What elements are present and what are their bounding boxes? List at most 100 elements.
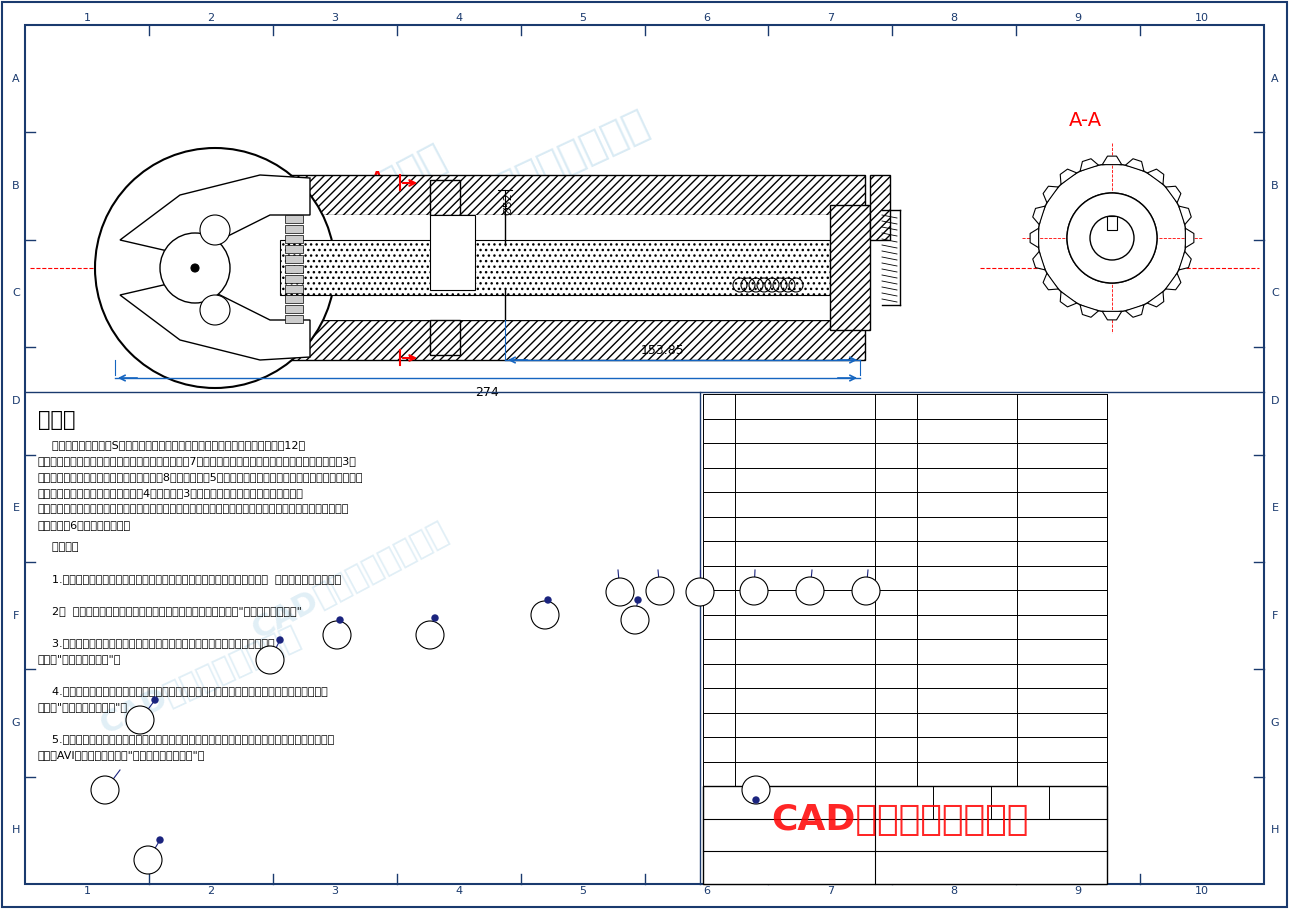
Bar (703, 443, 1107, 467)
Text: ZG35: ZG35 (920, 695, 949, 705)
Bar (703, 541, 1107, 565)
Text: 页码: 页码 (1013, 797, 1026, 807)
Text: 1/1: 1/1 (1069, 797, 1087, 807)
Text: B: B (1271, 181, 1279, 191)
Text: H: H (1271, 825, 1279, 835)
Circle shape (277, 637, 284, 643)
Circle shape (1090, 216, 1134, 260)
Polygon shape (1147, 169, 1164, 185)
Text: 2: 2 (208, 886, 214, 896)
Text: 15: 15 (858, 586, 873, 596)
Text: 1: 1 (892, 450, 900, 460)
Circle shape (1040, 166, 1185, 310)
Text: 13: 13 (748, 586, 761, 596)
Circle shape (200, 215, 229, 245)
Polygon shape (120, 175, 309, 255)
Text: 序号: 序号 (713, 769, 726, 779)
Bar (280, 215, 865, 320)
Text: 3.根据拆装顺序对机械手装配体进行三维爆炸分解，并输出分解动画文件，: 3.根据拆装顺序对机械手装配体进行三维爆炸分解，并输出分解动画文件， (37, 638, 275, 648)
Text: 闭合或张开，抓紧或松开糖纸。滑动齿轮（8）与扭结轴（5）是键连接，滑动齿轮在主动齿轮的带动下旋转，: 闭合或张开，抓紧或松开糖纸。滑动齿轮（8）与扭结轴（5）是键连接，滑动齿轮在主动… (37, 472, 363, 482)
Text: 1: 1 (84, 886, 90, 896)
Text: 2: 2 (892, 720, 900, 730)
Text: F: F (13, 611, 19, 621)
Text: 比例: 比例 (897, 797, 910, 807)
Text: 153.85: 153.85 (641, 344, 684, 356)
Circle shape (152, 697, 159, 703)
Circle shape (432, 615, 438, 621)
Text: 40: 40 (920, 524, 933, 534)
Circle shape (740, 577, 768, 605)
Text: 7: 7 (541, 610, 549, 620)
Text: 1: 1 (102, 785, 108, 795)
Bar (703, 614, 1107, 639)
Bar (703, 565, 1107, 590)
Text: 12.滑轮: 12.滑轮 (739, 474, 767, 484)
Text: 1: 1 (892, 548, 900, 558)
Text: 14: 14 (803, 586, 817, 596)
Circle shape (635, 597, 641, 603)
Text: 8: 8 (951, 886, 958, 896)
Polygon shape (1125, 159, 1143, 171)
Circle shape (95, 148, 335, 388)
Text: E: E (1271, 504, 1279, 514)
Polygon shape (1043, 274, 1058, 290)
Polygon shape (120, 280, 309, 360)
Text: CAD机械三维模型设计: CAD机械三维模型设计 (95, 621, 304, 739)
Bar (280, 320, 865, 360)
Circle shape (200, 295, 229, 325)
Text: 1.螺钉: 1.螺钉 (739, 744, 761, 754)
Text: 6.钢套: 6.钢套 (739, 622, 761, 632)
Circle shape (531, 601, 559, 629)
Bar (703, 418, 1107, 443)
Circle shape (157, 837, 162, 843)
Text: CAD机械三维模型设计: CAD机械三维模型设计 (385, 104, 654, 256)
Bar (280, 175, 865, 215)
Text: 2020/1/14: 2020/1/14 (772, 830, 829, 840)
Text: 命名为"机械手分解动画"。: 命名为"机械手分解动画"。 (37, 654, 121, 664)
Text: 2: 2 (715, 720, 723, 730)
Text: 1: 1 (892, 499, 900, 509)
Text: 3: 3 (267, 655, 273, 665)
Text: D: D (1271, 395, 1279, 405)
Bar (431, 180, 460, 215)
Circle shape (1067, 193, 1158, 283)
Polygon shape (1125, 305, 1143, 317)
Text: 8: 8 (951, 13, 958, 23)
Circle shape (324, 621, 351, 649)
Text: 40: 40 (920, 744, 933, 754)
Bar (870, 175, 889, 240)
Bar (703, 786, 1107, 884)
Text: 4: 4 (715, 671, 723, 681)
Text: G: G (12, 718, 21, 728)
Text: 2.橡胶垫: 2.橡胶垫 (739, 720, 767, 730)
Text: 数量: 数量 (889, 769, 902, 779)
Text: 10: 10 (1195, 13, 1209, 23)
Circle shape (336, 617, 343, 623)
Text: 审核: 审核 (708, 863, 722, 873)
Bar (285, 255, 303, 263)
Text: 40: 40 (920, 499, 933, 509)
Bar (285, 245, 303, 253)
Text: 7: 7 (826, 13, 834, 23)
Bar (285, 305, 303, 313)
Text: 4: 4 (892, 744, 900, 754)
Text: ZHMn58-2-2: ZHMn58-2-2 (920, 622, 985, 632)
Bar (285, 275, 303, 283)
Polygon shape (1165, 274, 1181, 290)
Text: 45Cr: 45Cr (920, 573, 945, 583)
Text: 45: 45 (920, 548, 933, 558)
Text: 6: 6 (427, 630, 433, 640)
Text: 11: 11 (712, 499, 726, 509)
Text: 12: 12 (712, 474, 726, 484)
Text: 6: 6 (703, 886, 710, 896)
Circle shape (1067, 193, 1158, 283)
Bar (285, 295, 303, 303)
Circle shape (134, 846, 162, 874)
Text: A: A (1271, 74, 1279, 84)
Text: 工作原理：本结构是S形半软糖包装机扭尾装置中的机械手。工作过程：滑轮（12）: 工作原理：本结构是S形半软糖包装机扭尾装置中的机械手。工作过程：滑轮（12） (37, 440, 305, 450)
Circle shape (621, 606, 648, 634)
Text: 11: 11 (654, 586, 666, 596)
Text: 1: 1 (892, 524, 900, 534)
Text: A3: A3 (920, 425, 933, 435)
Bar (703, 664, 1107, 688)
